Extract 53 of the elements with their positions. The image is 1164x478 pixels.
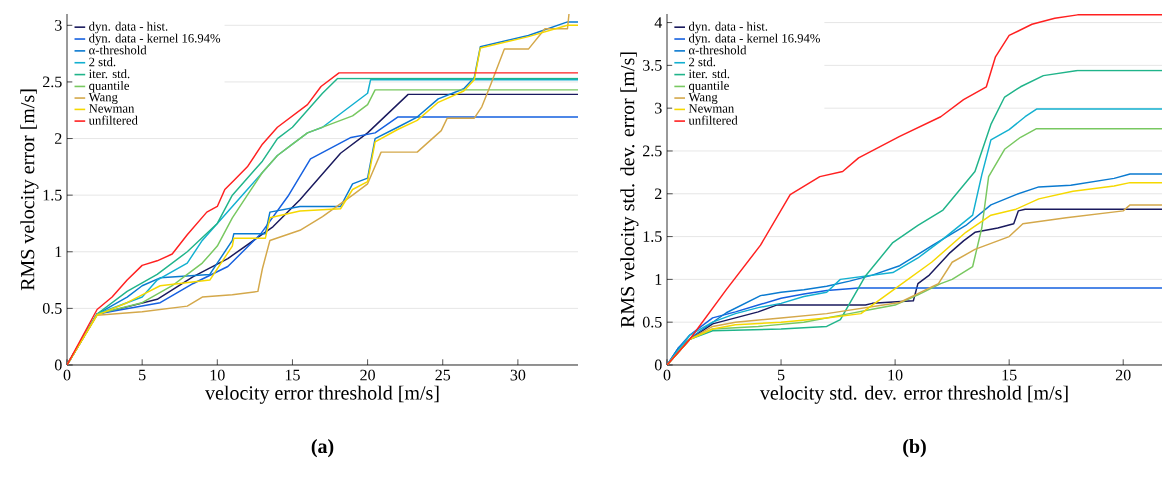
y-tick-label: 0: [654, 359, 662, 371]
y-tick-label: 3.5: [643, 59, 662, 71]
y-tick-label: 3: [55, 19, 62, 31]
y-tick-label: 1: [655, 274, 662, 285]
y-tick-label: 3: [655, 102, 662, 114]
legend-label: iter. std.: [688, 69, 730, 79]
legend-label: Newman: [688, 104, 735, 113]
y-tick-label: 0.5: [642, 316, 662, 328]
y-tick-label: 2: [655, 188, 662, 200]
y-axis-title: RMS velocity error [m/s]: [20, 89, 39, 291]
x-tick-label: 0: [663, 369, 671, 381]
x-axis-title: velocity std. dev. error threshold [m/s]: [759, 385, 1068, 404]
legend-label: dyn. data - hist.: [688, 21, 768, 34]
x-tick-label: 10: [888, 369, 903, 381]
x-tick-label: 5: [777, 369, 785, 381]
legend-label: dyn. data - kernel 16.94%: [89, 33, 221, 46]
x-tick-label: 0: [63, 369, 71, 381]
x-tick-label: 5: [139, 369, 146, 381]
x-tick-label: 20: [1115, 369, 1131, 381]
x-tick-label: 15: [285, 369, 300, 381]
legend-label: Newman: [89, 104, 135, 113]
text: (b): [903, 439, 926, 458]
text: (a): [311, 439, 334, 458]
legend-label: iter. std.: [88, 69, 130, 79]
x-tick-label: 15: [1002, 369, 1017, 381]
y-tick-label: 2.5: [43, 76, 62, 88]
y-axis-title: RMS velocity std. dev. error [m/s]: [620, 52, 639, 328]
y-tick-label: 1: [55, 246, 62, 258]
legend-label: Wang: [688, 92, 718, 104]
legend-label: quantile: [688, 81, 729, 93]
legend-label: dyn. data - kernel 16.94%: [688, 33, 820, 46]
legend-label: 2 std.: [89, 57, 116, 67]
legend-label: dyn. data - hist.: [89, 21, 168, 34]
x-tick-label: 20: [360, 369, 375, 381]
legend-label: Wang: [88, 92, 118, 104]
legend-label: quantile: [89, 81, 130, 93]
y-tick-label: 1.5: [43, 189, 62, 201]
legend-label: α-threshold: [89, 45, 147, 55]
legend-label: unfiltered: [88, 115, 138, 125]
y-tick-label: 1.5: [643, 231, 662, 242]
x-tick-label: 25: [435, 369, 451, 381]
y-tick-label: 2.5: [643, 145, 662, 157]
y-tick-label: 2: [55, 133, 62, 144]
x-tick-label: 30: [510, 369, 526, 381]
line-series: [667, 14, 1162, 365]
legend-label: 2 std.: [689, 57, 716, 67]
legend-label: α-threshold: [688, 45, 747, 55]
y-tick-label: 0: [54, 359, 62, 371]
y-tick-label: 4: [654, 17, 663, 28]
x-tick-label: 10: [210, 369, 225, 381]
y-tick-label: 0.5: [42, 302, 62, 314]
legend-label: unfiltered: [688, 115, 738, 125]
x-axis-title: velocity error threshold [m/s]: [205, 385, 439, 404]
